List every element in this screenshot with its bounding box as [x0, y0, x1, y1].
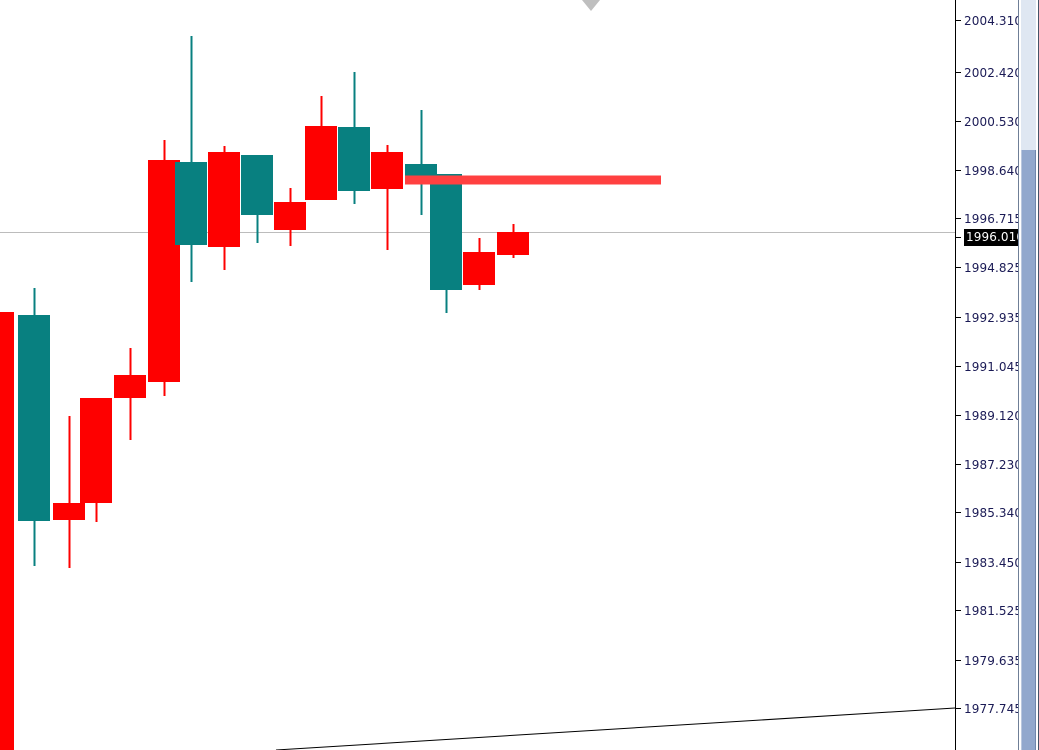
- price-axis[interactable]: 2004.310 2002.420 2000.530 1998.640 1996.715…: [955, 0, 1027, 750]
- tick-mark: [956, 660, 961, 661]
- candlestick: [305, 96, 337, 200]
- price-axis-tick: 1992.935: [956, 310, 1022, 325]
- candlestick: [18, 288, 50, 566]
- price-axis-tick: 1981.525: [956, 603, 1022, 618]
- price-axis-label: 2002.420: [964, 65, 1023, 80]
- price-axis-tick: 1983.450: [956, 555, 1022, 570]
- price-axis-tick: 1996.715: [956, 211, 1022, 226]
- price-axis-tick: 1977.745: [956, 701, 1022, 716]
- tick-mark: [956, 218, 961, 219]
- candlestick: [175, 36, 207, 282]
- tick-mark: [956, 610, 961, 611]
- resistance-level-line[interactable]: [405, 175, 661, 185]
- price-axis-label: 1987.230: [964, 457, 1023, 472]
- candlestick: [0, 312, 14, 750]
- candle-body: [430, 174, 462, 290]
- tick-mark: [956, 512, 961, 513]
- candlestick: [338, 72, 370, 204]
- ascending-trendline[interactable]: [275, 707, 955, 750]
- candle-body: [305, 126, 337, 200]
- candle-body: [497, 232, 529, 255]
- candle-body: [53, 503, 85, 520]
- candlestick: [208, 146, 240, 270]
- candle-body: [80, 398, 112, 503]
- vertical-scrollbar[interactable]: [1018, 0, 1039, 750]
- price-axis-tick: 1989.120: [956, 408, 1022, 423]
- price-axis-label: 1996.010: [964, 229, 1027, 246]
- candlestick: [241, 155, 273, 243]
- price-axis-label: 2000.530: [964, 114, 1023, 129]
- candle-body: [148, 160, 180, 382]
- price-axis-tick: 1979.635: [956, 653, 1022, 668]
- price-axis-tick: 1991.045: [956, 359, 1022, 374]
- candlestick: [463, 238, 495, 290]
- tick-mark: [956, 20, 961, 21]
- candlestick: [114, 348, 146, 440]
- price-axis-label: 1994.825: [964, 260, 1023, 275]
- tick-mark: [956, 464, 961, 465]
- price-axis-tick: 1994.825: [956, 260, 1022, 275]
- collapse-chevron-icon[interactable]: [582, 0, 600, 11]
- candle-body: [0, 312, 14, 750]
- price-axis-tick: 1998.640: [956, 163, 1022, 178]
- chart-annotations: [275, 175, 955, 750]
- tick-mark: [956, 121, 961, 122]
- tick-mark: [956, 237, 961, 238]
- price-axis-tick: 2000.530: [956, 114, 1022, 129]
- candlestick: [497, 224, 529, 258]
- tick-mark: [956, 415, 961, 416]
- candlestick: [148, 140, 180, 396]
- candlestick: [53, 416, 85, 568]
- price-axis-label: 1985.340: [964, 505, 1023, 520]
- candlestick-series: [0, 36, 529, 750]
- price-axis-tick: 2002.420: [956, 65, 1022, 80]
- candle-body: [463, 252, 495, 285]
- tick-mark: [956, 562, 961, 563]
- price-axis-label: 1998.640: [964, 163, 1023, 178]
- price-axis-tick: 1987.230: [956, 457, 1022, 472]
- chart-plot-area[interactable]: [0, 0, 955, 750]
- candle-body: [175, 162, 207, 245]
- scrollbar-thumb[interactable]: [1021, 150, 1036, 750]
- price-axis-label: 1981.525: [964, 603, 1023, 618]
- tick-mark: [956, 72, 961, 73]
- candlestick: [371, 145, 403, 250]
- candle-body: [274, 202, 306, 230]
- price-axis-label: 1979.635: [964, 653, 1023, 668]
- price-axis-label: 1977.745: [964, 701, 1023, 716]
- tick-mark: [956, 267, 961, 268]
- price-axis-tick: 1985.340: [956, 505, 1022, 520]
- candlestick: [430, 174, 462, 313]
- candlestick: [80, 398, 112, 522]
- price-axis-label: 1992.935: [964, 310, 1023, 325]
- candle-body: [241, 155, 273, 215]
- candlestick: [274, 188, 306, 246]
- price-axis-label: 1983.450: [964, 555, 1023, 570]
- price-axis-label: 2004.310: [964, 13, 1023, 28]
- candle-body: [18, 315, 50, 521]
- candle-body: [208, 152, 240, 247]
- price-axis-tick: 2004.310: [956, 13, 1022, 28]
- price-axis-label: 1996.715: [964, 211, 1023, 226]
- candle-body: [371, 152, 403, 189]
- tick-mark: [956, 317, 961, 318]
- candlestick-chart-canvas: [0, 36, 955, 750]
- current-price-tag[interactable]: 1996.010: [956, 229, 1027, 246]
- tick-mark: [956, 170, 961, 171]
- candle-body: [338, 127, 370, 191]
- tick-mark: [956, 366, 961, 367]
- price-axis-label: 1989.120: [964, 408, 1023, 423]
- price-axis-label: 1991.045: [964, 359, 1023, 374]
- candle-body: [114, 375, 146, 398]
- tick-mark: [956, 708, 961, 709]
